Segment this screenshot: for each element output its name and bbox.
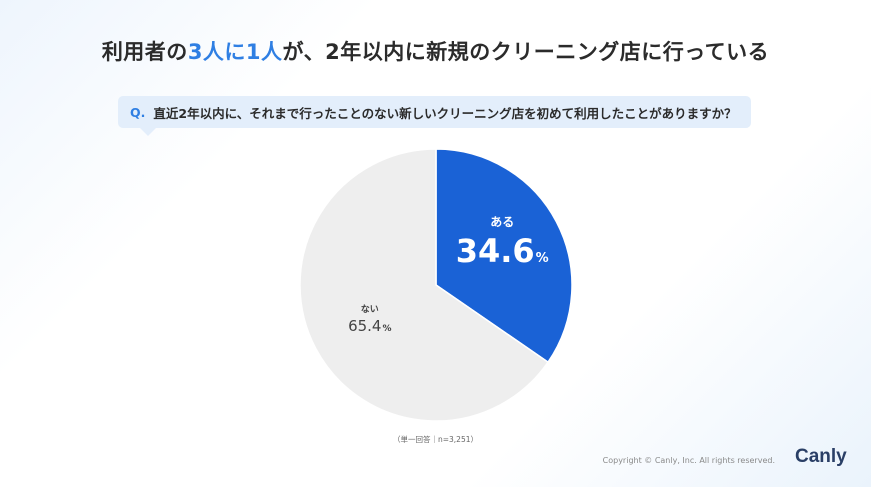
copyright-text: Copyright © Canly, Inc. All rights reser… [602,456,775,465]
slice-value-0: 34.6% [456,232,549,270]
title-prefix: 利用者の [101,40,188,64]
sample-note: （単一回答｜n=3,251） [392,435,478,444]
question-text: 直近2年以内に、それまで行ったことのない新しいクリーニング店を初めて利用したこと… [153,105,737,121]
question-bubble: Q. 直近2年以内に、それまで行ったことのない新しいクリーニング店を初めて利用し… [118,96,751,136]
title-highlight: 3人に1人 [187,40,283,64]
pie-slice-1 [299,148,550,422]
title-suffix: が、2年以内に新規のクリーニング店に行っている [282,40,770,64]
question-prefix: Q. [130,104,146,120]
canly-logo: Canly [795,446,847,467]
slice-label-1: ない [361,304,379,315]
slice-value-1: 65.4% [348,317,391,335]
page-title: 利用者の3人に1人が、2年以内に新規のクリーニング店に行っている [0,36,871,66]
slice-label-0: ある [490,215,514,229]
pie-slice-0 [435,148,573,364]
